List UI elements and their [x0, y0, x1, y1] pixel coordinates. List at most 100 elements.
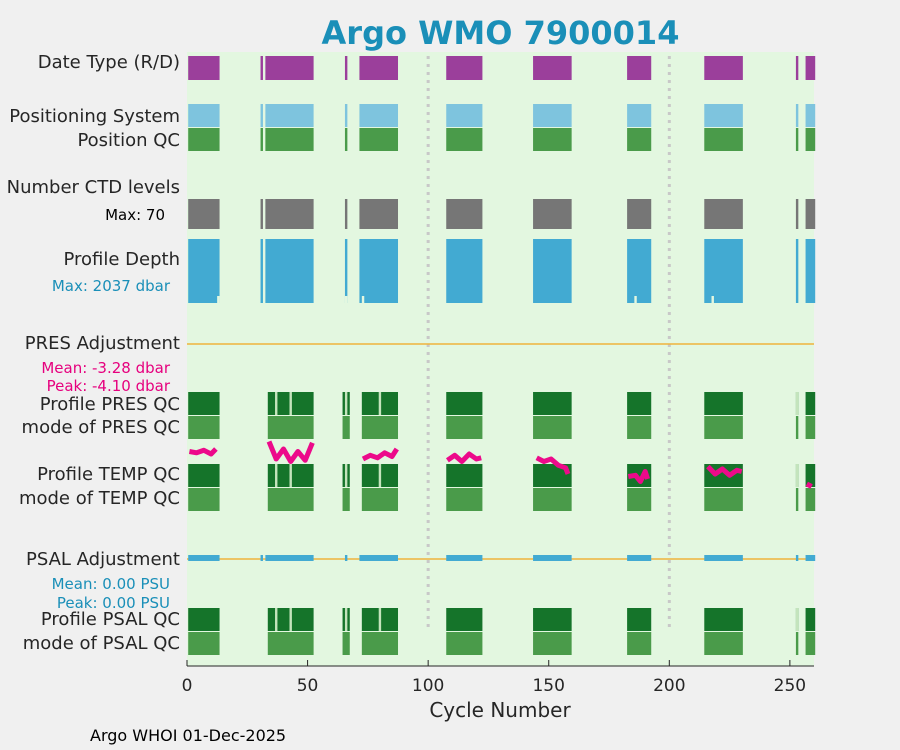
ctd-levels-bar [260, 199, 263, 229]
temp-profile-qc-gap [344, 464, 348, 487]
position-qc-bar [188, 128, 220, 151]
pres-mode-qc-bar [342, 416, 350, 439]
pres-profile-qc-bar [805, 392, 816, 415]
label-ctd-levels: Number CTD levels [6, 177, 180, 198]
date-type-bar [188, 56, 220, 80]
profile-depth-notch [634, 296, 637, 303]
label-profile-pres-qc: Profile PRES QC [39, 394, 180, 415]
psal-mode-qc-bar [795, 632, 799, 655]
pres-profile-qc-gap [378, 392, 382, 415]
psal-mode-qc-bar [627, 632, 652, 655]
temp-profile-qc-bar [533, 464, 572, 487]
label-mode-pres-qc: mode of PRES QC [21, 417, 180, 438]
psal-profile-qc-gap [378, 608, 382, 631]
label-profile-temp-qc: Profile TEMP QC [37, 464, 180, 485]
pres-adjustment-mean: Mean: -3.28 dbar [41, 359, 170, 377]
x-tick-label: 50 [296, 676, 319, 696]
positioning-bar [265, 104, 314, 127]
x-tick-label: 200 [653, 676, 686, 696]
psal-adjustment-bar [446, 555, 483, 561]
temp-profile-qc-gap [795, 464, 799, 487]
psal-profile-qc-gap [344, 608, 348, 631]
pres-profile-qc-bar [188, 392, 220, 415]
position-qc-bar [533, 128, 572, 151]
position-qc-bar [344, 128, 348, 151]
profile-depth-notch [711, 296, 714, 303]
pres-mode-qc-bar [533, 416, 572, 439]
psal-mode-qc-bar [805, 632, 816, 655]
psal-profile-qc-bar [627, 608, 652, 631]
position-qc-bar [704, 128, 743, 151]
temp-profile-qc-gap [275, 464, 278, 487]
positioning-bar [359, 104, 399, 127]
ctd-levels-bar [188, 199, 220, 229]
date-type-bar [265, 56, 314, 80]
chart-title: Argo WMO 7900014 [321, 14, 680, 52]
psal-adjustment-mean: Mean: 0.00 PSU [51, 575, 170, 593]
ctd-levels-bar [533, 199, 572, 229]
pres-mode-qc-bar [704, 416, 743, 439]
position-qc-bar [265, 128, 314, 151]
positioning-bar [795, 104, 799, 127]
temp-mode-qc-bar [446, 488, 483, 511]
pres-profile-qc-gap [275, 392, 278, 415]
profile-depth-bar [704, 239, 743, 303]
profile-depth-bar [533, 239, 572, 303]
psal-profile-qc-bar [533, 608, 572, 631]
temp-mode-qc-bar [342, 488, 350, 511]
temp-adjustment-trace [805, 481, 813, 489]
psal-mode-qc-bar [188, 632, 220, 655]
profile-depth-notch [217, 296, 220, 303]
profile-depth-bar [627, 239, 652, 303]
profile-depth-bar [188, 239, 220, 303]
positioning-bar [188, 104, 220, 127]
ctd-levels-max: Max: 70 [105, 206, 165, 224]
profile-depth-notch [344, 296, 348, 303]
date-type-bar [533, 56, 572, 80]
positioning-bar [446, 104, 483, 127]
label-psal-adjustment: PSAL Adjustment [25, 549, 180, 570]
profile-depth-bar [260, 239, 263, 303]
temp-profile-qc-bar [446, 464, 483, 487]
psal-profile-qc-bar [704, 608, 743, 631]
profile-depth-bar [265, 239, 314, 303]
temp-adjustment-trace [535, 455, 571, 475]
pres-mode-qc-bar [795, 416, 799, 439]
profile-depth-bar [805, 239, 816, 303]
temp-mode-qc-bar [805, 488, 816, 511]
x-tick-label: 150 [532, 676, 565, 696]
label-positioning-system: Positioning System [9, 106, 180, 127]
date-type-bar [260, 56, 263, 80]
psal-mode-qc-bar [342, 632, 350, 655]
position-qc-bar [805, 128, 816, 151]
psal-profile-qc-gap [795, 608, 799, 631]
position-qc-bar [359, 128, 399, 151]
temp-profile-qc-bar [805, 464, 816, 487]
psal-mode-qc-bar [533, 632, 572, 655]
positioning-bar [704, 104, 743, 127]
profile-depth-notch [361, 296, 365, 303]
plot-background [187, 52, 814, 666]
psal-adjustment-bar [805, 555, 816, 561]
pres-profile-qc-gap [795, 392, 799, 415]
date-type-bar [805, 56, 816, 80]
temp-adjustment-trace [706, 464, 743, 478]
pres-mode-qc-bar [188, 416, 220, 439]
date-type-bar [627, 56, 652, 80]
position-qc-bar [260, 128, 263, 151]
footer-credit: Argo WHOI 01-Dec-2025 [90, 726, 287, 745]
positioning-bar [344, 104, 348, 127]
temp-adjustment-trace [361, 447, 399, 462]
ctd-levels-bar [359, 199, 399, 229]
position-qc-bar [446, 128, 483, 151]
pres-mode-qc-bar [446, 416, 483, 439]
psal-adjustment-bar [627, 555, 652, 561]
psal-profile-qc-bar [805, 608, 816, 631]
date-type-bar [704, 56, 743, 80]
psal-adjustment-bar [260, 555, 263, 561]
temp-mode-qc-bar [188, 488, 220, 511]
profile-depth-bar [359, 239, 399, 303]
temp-mode-qc-bar [627, 488, 652, 511]
psal-mode-qc-bar [704, 632, 743, 655]
